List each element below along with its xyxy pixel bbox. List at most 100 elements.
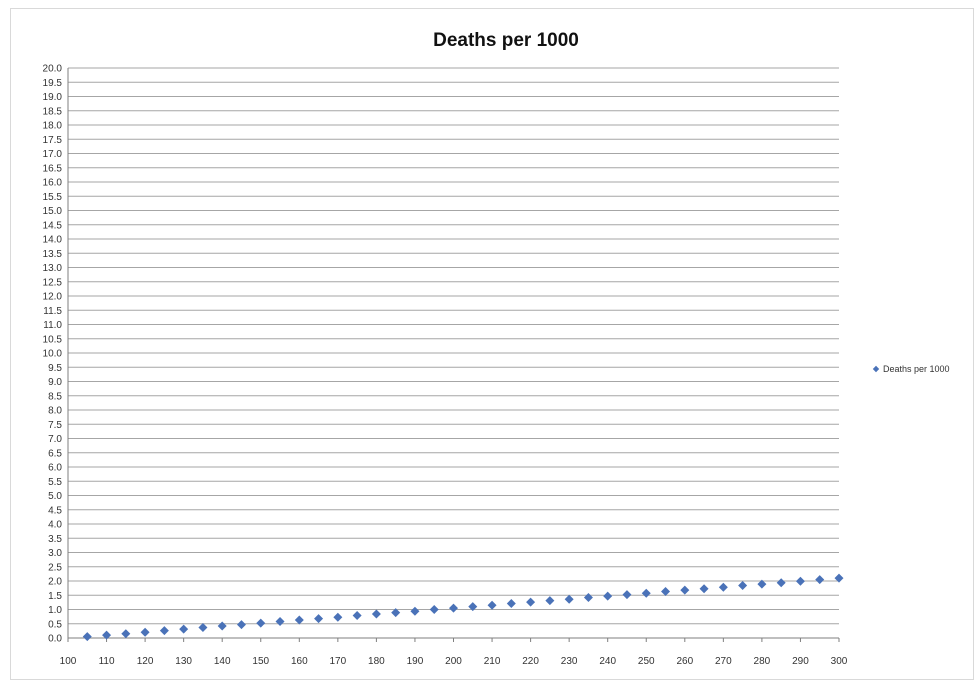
y-tick-label: 7.5: [48, 420, 62, 431]
y-tick-label: 17.0: [43, 149, 63, 160]
data-point: [295, 616, 304, 625]
x-tick-label: 290: [792, 656, 809, 667]
y-tick-label: 5.5: [48, 477, 62, 488]
x-tick-label: 220: [522, 656, 539, 667]
y-tick-label: 9.0: [48, 377, 62, 388]
x-tick-label: 160: [291, 656, 308, 667]
data-point: [777, 578, 786, 587]
data-point: [179, 625, 188, 634]
data-point: [815, 575, 824, 584]
y-tick-label: 13.0: [43, 263, 63, 274]
data-point: [738, 581, 747, 590]
data-point: [526, 598, 535, 607]
y-tick-label: 11.0: [43, 320, 62, 331]
x-tick-label: 130: [175, 656, 192, 667]
x-tick-label: 120: [137, 656, 154, 667]
data-point: [584, 593, 593, 602]
y-tick-label: 0.5: [48, 619, 62, 630]
data-point: [488, 601, 497, 610]
y-tick-label: 10.0: [43, 349, 63, 360]
y-tick-label: 8.5: [48, 391, 62, 402]
y-tick-label: 8.0: [48, 406, 62, 417]
y-tick-label: 20.0: [43, 64, 63, 75]
data-point: [545, 596, 554, 605]
y-tick-label: 4.0: [48, 520, 62, 531]
x-tick-label: 190: [407, 656, 424, 667]
x-tick-label: 210: [484, 656, 501, 667]
y-tick-label: 0.0: [48, 634, 62, 645]
data-point: [410, 607, 419, 616]
y-tick-label: 1.0: [48, 605, 62, 616]
y-tick-label: 18.5: [43, 106, 63, 117]
legend-marker-diamond-icon: [873, 366, 879, 372]
data-point: [642, 589, 651, 598]
data-point: [276, 617, 285, 626]
scatter-chart: Deaths per 1000 0.0 0.5 1.0 1.5 2.0 2.5 3.0 3.5…: [11, 9, 973, 679]
y-tick-label: 7.0: [48, 434, 62, 445]
y-tick-label: 15.5: [43, 192, 63, 203]
y-tick-label: 14.0: [43, 235, 63, 246]
y-tick-label: 15.0: [43, 206, 63, 217]
y-tick-label: 16.5: [43, 163, 63, 174]
data-point: [603, 592, 612, 601]
x-tick-label: 110: [99, 656, 115, 667]
y-tick-label: 6.0: [48, 463, 62, 474]
y-tick-label: 3.5: [48, 534, 62, 545]
y-tick-label: 12.5: [43, 277, 63, 288]
gridlines: [68, 68, 839, 638]
data-point: [83, 632, 92, 641]
data-point: [353, 611, 362, 620]
y-axis-ticks: 0.0 0.5 1.0 1.5 2.0 2.5 3.0 3.5 4.0 4.5 5.0 5.5 6.0 6…: [43, 64, 63, 645]
x-tick-label: 250: [638, 656, 655, 667]
data-point: [449, 604, 458, 613]
data-point: [680, 586, 689, 595]
y-tick-label: 9.5: [48, 363, 62, 374]
x-tick-label: 170: [330, 656, 347, 667]
x-tick-label: 100: [60, 656, 77, 667]
x-tick-label: 240: [599, 656, 616, 667]
y-tick-label: 11.5: [43, 306, 62, 317]
y-tick-label: 5.0: [48, 491, 62, 502]
y-tick-label: 1.5: [48, 591, 62, 602]
data-point: [333, 613, 342, 622]
data-point: [661, 587, 670, 596]
data-point: [372, 610, 381, 619]
legend: Deaths per 1000: [873, 364, 950, 374]
x-tick-label: 180: [368, 656, 385, 667]
x-tick-label: 270: [715, 656, 732, 667]
y-tick-label: 6.5: [48, 448, 62, 459]
y-tick-label: 13.5: [43, 249, 63, 260]
y-tick-label: 12.0: [43, 292, 63, 303]
chart-frame: Deaths per 1000 0.0 0.5 1.0 1.5 2.0 2.5 3.0 3.5…: [10, 8, 974, 680]
data-point: [507, 599, 516, 608]
y-tick-label: 19.0: [43, 92, 63, 103]
data-point: [314, 614, 323, 623]
data-point: [218, 622, 227, 631]
chart-title: Deaths per 1000: [433, 30, 579, 51]
data-point: [141, 628, 150, 637]
data-point: [160, 626, 169, 635]
x-tick-label: 200: [445, 656, 462, 667]
x-tick-label: 150: [252, 656, 269, 667]
y-tick-label: 4.5: [48, 505, 62, 516]
x-axis-ticks: 100 110 120 130 140 150 160 170 180 190 200 210 220 2…: [60, 638, 848, 667]
y-tick-label: 3.0: [48, 548, 62, 559]
y-tick-label: 2.5: [48, 562, 62, 573]
y-tick-label: 2.0: [48, 577, 62, 588]
data-point: [198, 623, 207, 632]
y-tick-label: 17.5: [43, 135, 63, 146]
y-tick-label: 19.5: [43, 78, 63, 89]
data-point: [565, 595, 574, 604]
data-point: [430, 605, 439, 614]
data-point: [700, 584, 709, 593]
x-tick-label: 230: [561, 656, 578, 667]
y-tick-label: 18.0: [43, 121, 63, 132]
legend-label: Deaths per 1000: [883, 364, 950, 374]
x-tick-label: 300: [831, 656, 848, 667]
data-point: [237, 620, 246, 629]
data-point: [796, 577, 805, 586]
y-tick-label: 16.0: [43, 178, 63, 189]
data-point: [719, 583, 728, 592]
y-tick-label: 14.5: [43, 220, 63, 231]
data-point: [622, 590, 631, 599]
